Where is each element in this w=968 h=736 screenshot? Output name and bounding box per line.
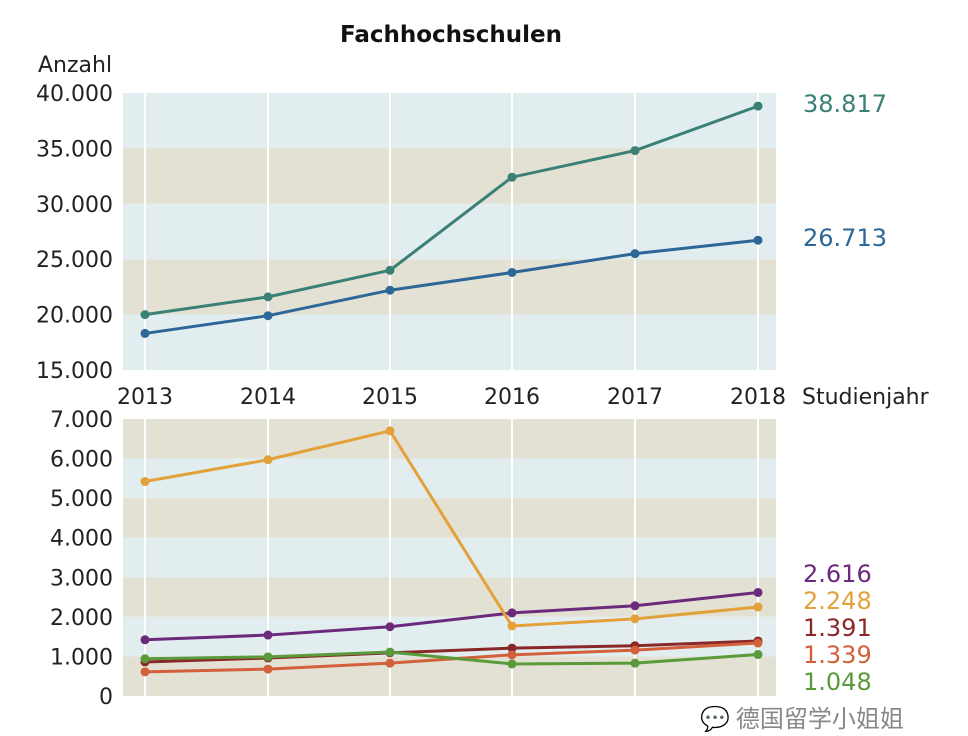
data-point bbox=[753, 638, 763, 648]
end-value-label: 1.391 bbox=[803, 614, 872, 642]
data-point bbox=[140, 654, 150, 664]
top-panel: 15.000 20.000 25.000 30.000 35.000 40.000 2013… bbox=[36, 82, 887, 410]
data-point bbox=[630, 146, 640, 156]
data-point bbox=[140, 328, 150, 338]
data-point bbox=[630, 645, 640, 655]
data-point bbox=[630, 614, 640, 624]
data-point bbox=[263, 292, 273, 302]
data-point bbox=[630, 601, 640, 611]
data-point bbox=[753, 650, 763, 660]
series-line bbox=[144, 639, 759, 664]
data-point bbox=[263, 630, 273, 640]
watermark-text: 德国留学小姐姐 bbox=[735, 705, 904, 733]
y-tick-label: 5.000 bbox=[50, 487, 113, 512]
data-point bbox=[385, 658, 395, 668]
data-point bbox=[385, 622, 395, 632]
series-line bbox=[144, 429, 759, 628]
background-band bbox=[123, 203, 776, 260]
data-point bbox=[753, 602, 763, 612]
end-value-label: 26.713 bbox=[803, 224, 887, 252]
data-point bbox=[385, 265, 395, 275]
y-tick-label: 2.000 bbox=[50, 606, 113, 631]
data-point bbox=[140, 310, 150, 320]
end-value-label: 2.248 bbox=[803, 587, 872, 615]
background-band bbox=[123, 93, 776, 149]
data-point bbox=[507, 659, 517, 669]
data-point bbox=[753, 587, 763, 597]
background-band bbox=[123, 656, 776, 696]
end-value-label: 2.616 bbox=[803, 560, 872, 588]
data-point bbox=[507, 621, 517, 631]
y-tick-label: 3.000 bbox=[50, 566, 113, 591]
y-tick-label: 7.000 bbox=[50, 408, 113, 433]
y-tick-label: 30.000 bbox=[36, 193, 113, 218]
x-tick-label: 2015 bbox=[362, 385, 418, 410]
end-value-label: 38.817 bbox=[803, 90, 887, 118]
x-tick-label: 2014 bbox=[240, 385, 296, 410]
x-axis-label: Studienjahr bbox=[802, 385, 930, 410]
background-band bbox=[123, 148, 776, 204]
background-band bbox=[123, 458, 776, 499]
data-point bbox=[140, 635, 150, 645]
background-band bbox=[123, 498, 776, 538]
data-point bbox=[263, 664, 273, 674]
watermark: 💬 德国留学小姐姐 bbox=[700, 704, 904, 734]
y-tick-label: 25.000 bbox=[36, 248, 113, 273]
data-point bbox=[263, 455, 273, 465]
data-point bbox=[385, 285, 395, 295]
y-tick-label: 4.000 bbox=[50, 527, 113, 552]
data-point bbox=[263, 652, 273, 662]
x-tick-label: 2013 bbox=[117, 385, 173, 410]
data-point bbox=[507, 650, 517, 660]
data-point bbox=[630, 249, 640, 259]
background-band bbox=[123, 259, 776, 315]
x-tick-label: 2017 bbox=[607, 385, 663, 410]
data-point bbox=[507, 172, 517, 182]
y-tick-label: 6.000 bbox=[50, 448, 113, 473]
data-point bbox=[507, 608, 517, 618]
data-point bbox=[507, 643, 517, 653]
y-tick-label: 1.000 bbox=[50, 645, 113, 670]
data-point bbox=[385, 647, 395, 657]
series-line bbox=[144, 104, 759, 317]
data-point bbox=[140, 477, 150, 487]
bottom-panel: 0 1.000 2.000 3.000 4.000 5.000 6.000 7.000 2.61… bbox=[50, 408, 872, 710]
series-line bbox=[144, 238, 759, 335]
data-point bbox=[507, 267, 517, 277]
x-tick-label: 2018 bbox=[730, 385, 786, 410]
data-point bbox=[753, 235, 763, 245]
background-band bbox=[123, 577, 776, 617]
end-value-label: 1.048 bbox=[803, 668, 872, 696]
background-band bbox=[123, 537, 776, 578]
end-value-label: 1.339 bbox=[803, 641, 872, 669]
y-axis-label: Anzahl bbox=[38, 53, 112, 78]
series-line bbox=[144, 650, 759, 666]
background-band bbox=[123, 314, 776, 370]
y-tick-label: 40.000 bbox=[36, 82, 113, 107]
x-tick-label: 2016 bbox=[484, 385, 540, 410]
data-point bbox=[263, 311, 273, 321]
data-point bbox=[753, 101, 763, 111]
background-band bbox=[123, 419, 776, 459]
series-line bbox=[144, 590, 759, 642]
y-tick-label: 0 bbox=[99, 685, 113, 710]
data-point bbox=[385, 426, 395, 436]
data-point bbox=[630, 658, 640, 668]
y-tick-label: 20.000 bbox=[36, 304, 113, 329]
wechat-icon: 💬 bbox=[700, 705, 730, 733]
y-tick-label: 35.000 bbox=[36, 137, 113, 162]
chart-title: Fachhochschulen bbox=[340, 22, 562, 48]
data-point bbox=[140, 667, 150, 677]
y-tick-label: 15.000 bbox=[36, 359, 113, 384]
